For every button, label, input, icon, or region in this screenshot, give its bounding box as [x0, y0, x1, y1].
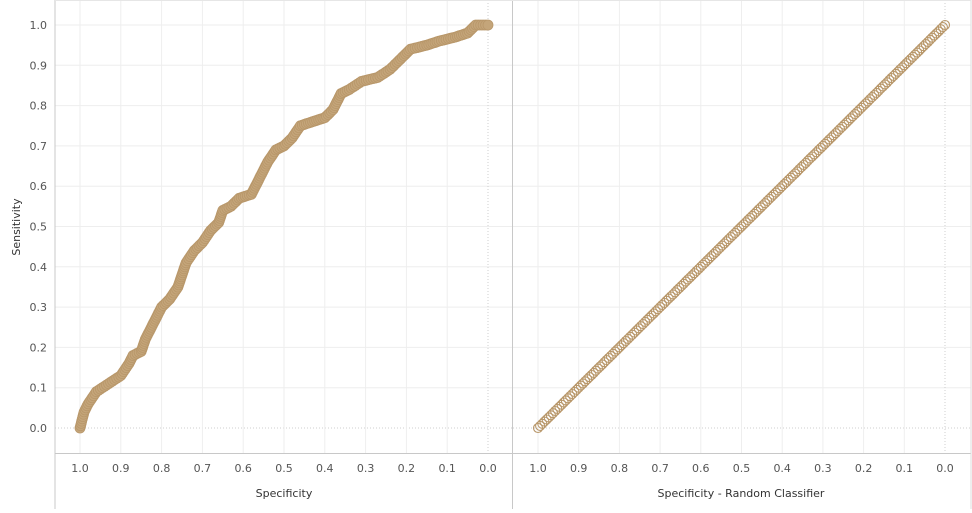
x-tick-label: 0.4 — [773, 462, 791, 475]
x-tick-label: 0.6 — [692, 462, 710, 475]
y-tick-label: 1.0 — [30, 19, 48, 32]
random-classifier-markers — [532, 19, 951, 434]
x-tick-label: 0.9 — [112, 462, 130, 475]
x-axis-title-panel-2: Specificity - Random Classifier — [658, 487, 825, 500]
x-tick-label: 1.0 — [529, 462, 547, 475]
x-tick-label: 0.8 — [153, 462, 171, 475]
y-tick-label: 0.6 — [30, 180, 48, 193]
x-tick-labels-panel-1: 1.0 0.9 0.8 0.7 0.6 0.5 0.4 0.3 0.2 0.1 0.0 — [71, 462, 497, 475]
x-tick-label: 0.4 — [316, 462, 334, 475]
x-axis-title-panel-1: Specificity — [256, 487, 313, 500]
chart-frame — [54, 0, 972, 509]
y-tick-label: 0.4 — [30, 261, 48, 274]
random-classifier-point — [939, 19, 951, 31]
y-tick-label: 0.7 — [30, 140, 48, 153]
y-tick-label: 0.2 — [30, 341, 48, 354]
x-tick-labels-panel-2: 1.0 0.9 0.8 0.7 0.6 0.5 0.4 0.3 0.2 0.1 0.0 — [529, 462, 954, 475]
y-tick-label: 0.0 — [30, 422, 48, 435]
x-tick-label: 0.3 — [357, 462, 375, 475]
x-tick-label: 0.7 — [194, 462, 212, 475]
x-tick-label: 0.8 — [611, 462, 629, 475]
x-tick-label: 0.7 — [651, 462, 669, 475]
x-tick-label: 0.6 — [234, 462, 252, 475]
x-tick-label: 0.0 — [936, 462, 954, 475]
y-tick-label: 0.8 — [30, 100, 48, 113]
x-tick-label: 0.5 — [275, 462, 293, 475]
x-tick-label: 0.3 — [814, 462, 832, 475]
y-tick-label: 0.9 — [30, 59, 48, 72]
roc-curve-markers — [74, 19, 494, 434]
x-tick-label: 0.1 — [438, 462, 456, 475]
y-axis-title: Sensitivity — [10, 198, 23, 256]
y-tick-label: 0.3 — [30, 301, 48, 314]
random-classifier-point — [937, 22, 948, 33]
roc-point — [482, 19, 494, 31]
y-tick-label: 0.5 — [30, 221, 48, 234]
y-tick-labels: 1.0 0.9 0.8 0.7 0.6 0.5 0.4 0.3 0.2 0.1 0.0 — [30, 19, 48, 435]
x-tick-label: 1.0 — [71, 462, 89, 475]
x-tick-label: 0.0 — [479, 462, 497, 475]
x-tick-label: 0.2 — [398, 462, 416, 475]
y-tick-label: 0.1 — [30, 382, 48, 395]
x-tick-label: 0.9 — [570, 462, 588, 475]
x-tick-label: 0.5 — [733, 462, 751, 475]
x-tick-label: 0.1 — [896, 462, 914, 475]
x-tick-label: 0.2 — [855, 462, 873, 475]
